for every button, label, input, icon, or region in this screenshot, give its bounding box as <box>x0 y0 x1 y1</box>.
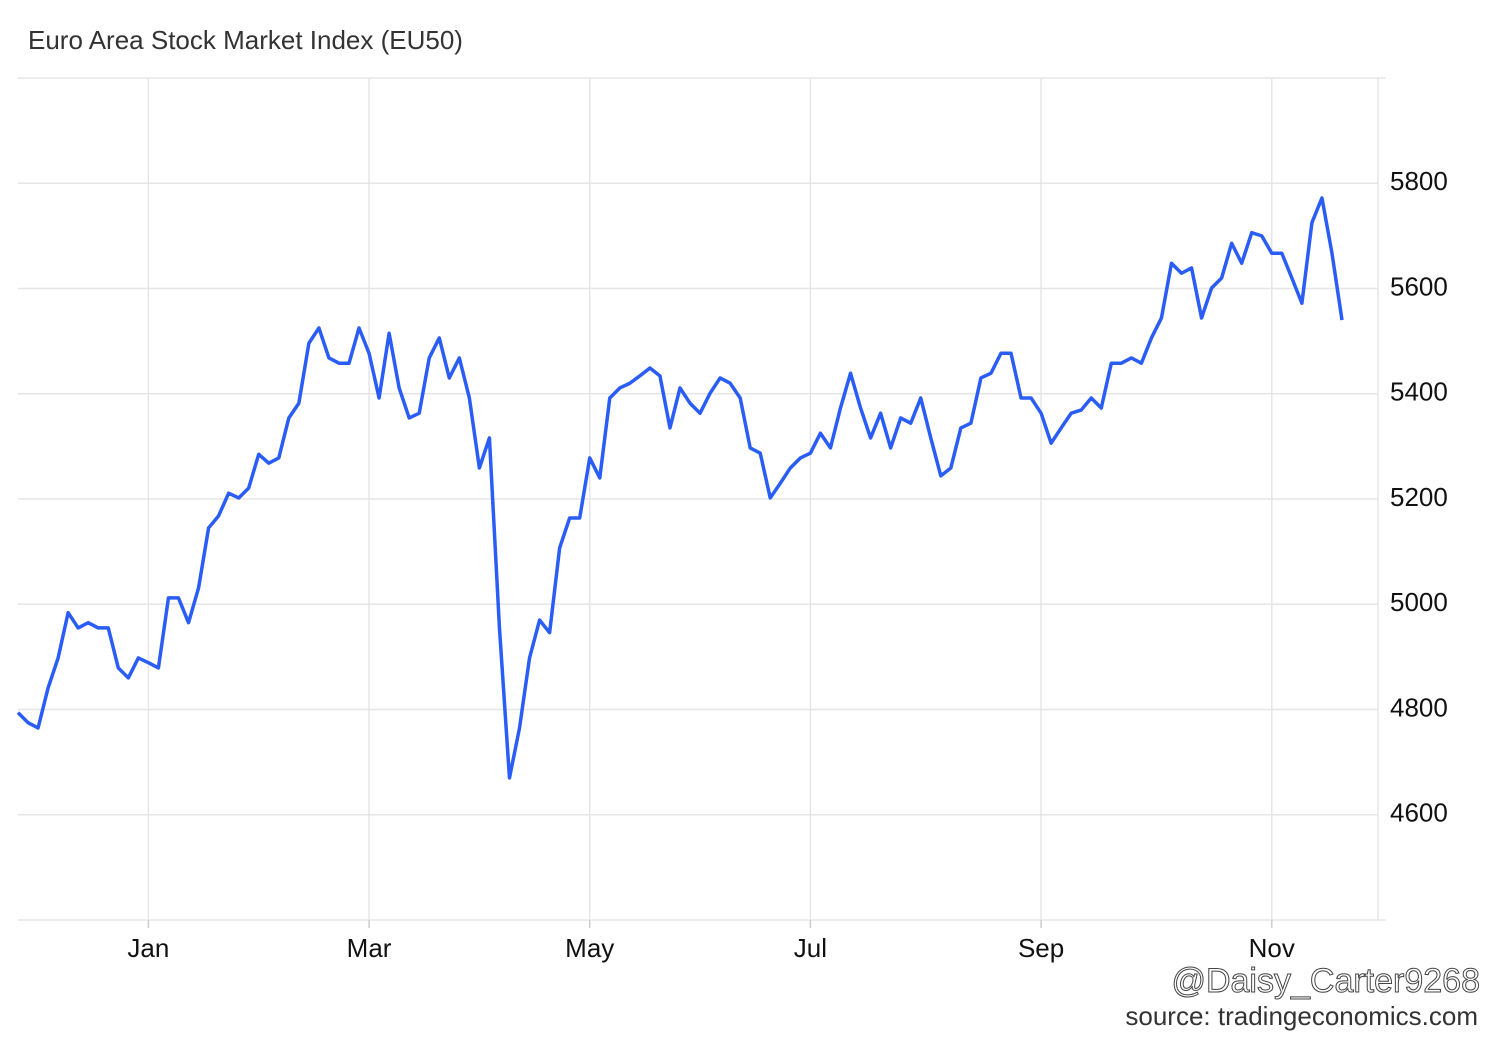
y-tick-label: 5200 <box>1390 482 1448 512</box>
y-tick-label: 5800 <box>1390 166 1448 196</box>
x-tick-label: Mar <box>347 933 392 963</box>
y-tick-label: 4600 <box>1390 798 1448 828</box>
y-tick-label: 5000 <box>1390 587 1448 617</box>
x-tick-label: May <box>565 933 614 963</box>
watermark: @Daisy_Carter9268 <box>1171 962 1480 1000</box>
y-tick-label: 5400 <box>1390 377 1448 407</box>
x-tick-label: Nov <box>1249 933 1295 963</box>
x-tick-label: Jul <box>794 933 827 963</box>
chart-title: Euro Area Stock Market Index (EU50) <box>28 25 463 55</box>
x-tick-label: Sep <box>1018 933 1064 963</box>
x-tick-label: Jan <box>127 933 169 963</box>
y-tick-label: 4800 <box>1390 692 1448 722</box>
y-tick-label: 5600 <box>1390 271 1448 301</box>
line-series <box>16 196 1344 780</box>
source: source: tradingeconomics.com <box>1125 1001 1478 1031</box>
